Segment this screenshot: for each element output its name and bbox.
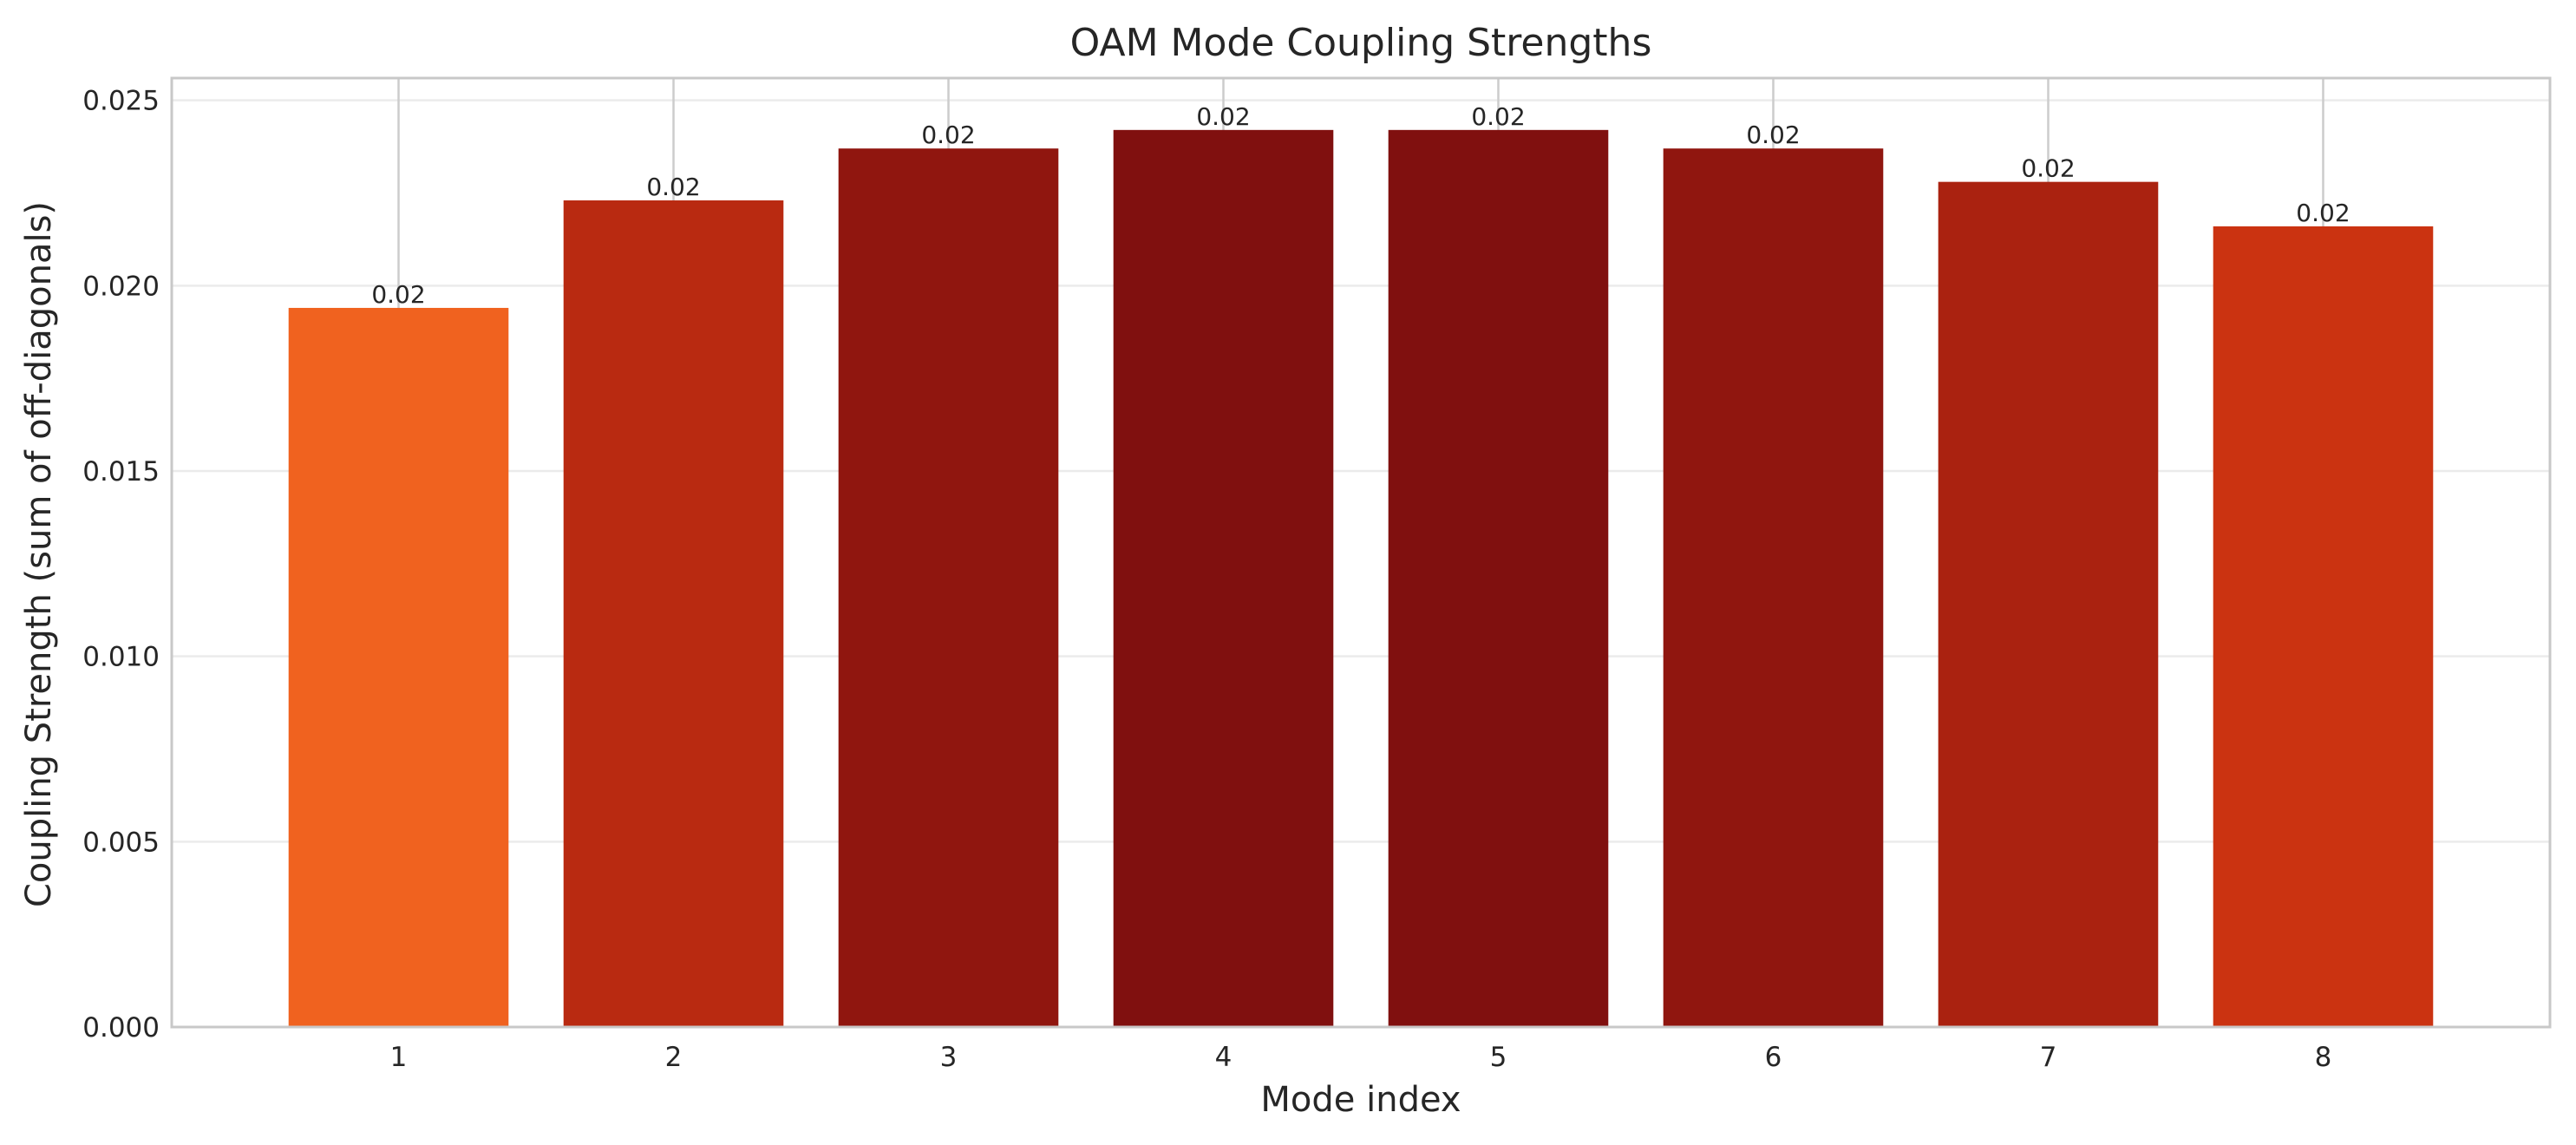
bar	[288, 307, 509, 1027]
data-label: 0.02	[371, 280, 425, 309]
data-label: 0.02	[2021, 154, 2075, 183]
bar	[838, 148, 1059, 1027]
data-label: 0.02	[1471, 102, 1525, 131]
y-tick-label: 0.005	[82, 827, 160, 858]
x-tick-label: 2	[665, 1042, 683, 1073]
x-tick-label: 6	[1765, 1042, 1782, 1073]
chart-title: OAM Mode Coupling Strengths	[1070, 21, 1652, 65]
y-tick-label: 0.000	[82, 1012, 160, 1044]
x-tick-label: 8	[2315, 1042, 2332, 1073]
data-labels: 0.02 0.02 0.02 0.02 0.02 0.02 0.02 0.02	[371, 102, 2350, 309]
bar	[1938, 181, 2159, 1027]
x-tick-label: 1	[390, 1042, 408, 1073]
data-label: 0.02	[2296, 199, 2350, 227]
data-label: 0.02	[646, 173, 700, 201]
y-tick-label: 0.020	[82, 271, 160, 302]
bar	[2213, 226, 2434, 1027]
x-tick-labels: 1 2 3 4 5 6 7 8	[390, 1042, 2332, 1073]
y-tick-label: 0.015	[82, 456, 160, 487]
plot-frame	[170, 76, 2552, 1029]
bars	[288, 129, 2434, 1027]
data-label: 0.02	[921, 121, 975, 149]
bar	[1388, 129, 1609, 1027]
data-label: 0.02	[1196, 102, 1250, 131]
bar	[1113, 129, 1334, 1027]
x-tick-label: 4	[1215, 1042, 1232, 1073]
y-tick-label: 0.025	[82, 86, 160, 117]
x-tick-label: 7	[2040, 1042, 2057, 1073]
x-tick-label: 3	[940, 1042, 958, 1073]
bar	[1663, 148, 1884, 1027]
y-tick-label: 0.010	[82, 642, 160, 673]
x-axis-label: Mode index	[1260, 1080, 1461, 1120]
x-tick-label: 5	[1490, 1042, 1507, 1073]
data-label: 0.02	[1746, 121, 1800, 149]
y-axis-label: Coupling Strength (sum of off-diagonals)	[19, 201, 59, 907]
bar	[563, 200, 784, 1027]
y-tick-labels: 0.000 0.005 0.010 0.015 0.020 0.025	[82, 86, 160, 1044]
